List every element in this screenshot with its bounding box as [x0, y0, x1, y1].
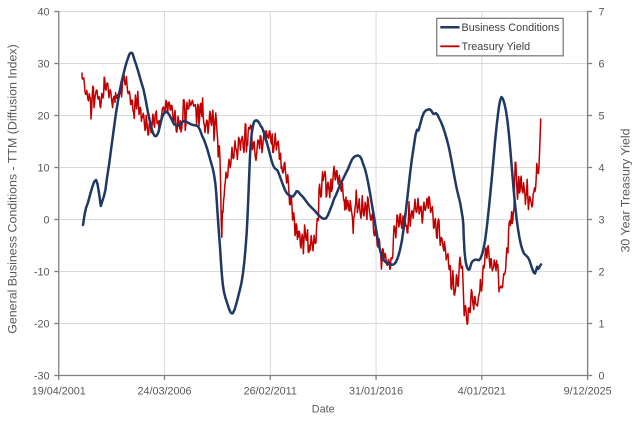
svg-text:Treasury Yield: Treasury Yield: [462, 41, 531, 53]
svg-text:Date: Date: [312, 404, 335, 416]
svg-text:2: 2: [599, 266, 605, 278]
svg-text:4: 4: [599, 162, 605, 174]
svg-text:5: 5: [599, 110, 605, 122]
svg-text:0: 0: [599, 370, 605, 382]
svg-text:26/02/2011: 26/02/2011: [244, 386, 297, 398]
svg-text:7: 7: [599, 6, 605, 18]
svg-text:30 Year Treasury Yield: 30 Year Treasury Yield: [619, 128, 633, 252]
svg-text:40: 40: [37, 6, 49, 18]
svg-text:4/01/2021: 4/01/2021: [458, 386, 506, 398]
svg-text:20: 20: [37, 110, 49, 122]
svg-text:General Business Conditions -: General Business Conditions - TTM (Diffu…: [6, 44, 20, 333]
svg-text:1: 1: [599, 318, 605, 330]
svg-text:0: 0: [43, 214, 49, 226]
svg-text:9/12/2025: 9/12/2025: [564, 386, 612, 398]
svg-text:30: 30: [37, 58, 49, 70]
svg-text:Business Conditions: Business Conditions: [462, 22, 560, 34]
svg-text:3: 3: [599, 214, 605, 226]
svg-text:-30: -30: [34, 370, 50, 382]
svg-text:31/01/2016: 31/01/2016: [349, 386, 403, 398]
svg-text:6: 6: [599, 58, 605, 70]
svg-text:10: 10: [37, 162, 49, 174]
svg-text:-10: -10: [34, 266, 50, 278]
svg-text:24/03/2006: 24/03/2006: [137, 386, 191, 398]
svg-text:19/04/2001: 19/04/2001: [32, 386, 86, 398]
svg-text:-20: -20: [34, 318, 50, 330]
